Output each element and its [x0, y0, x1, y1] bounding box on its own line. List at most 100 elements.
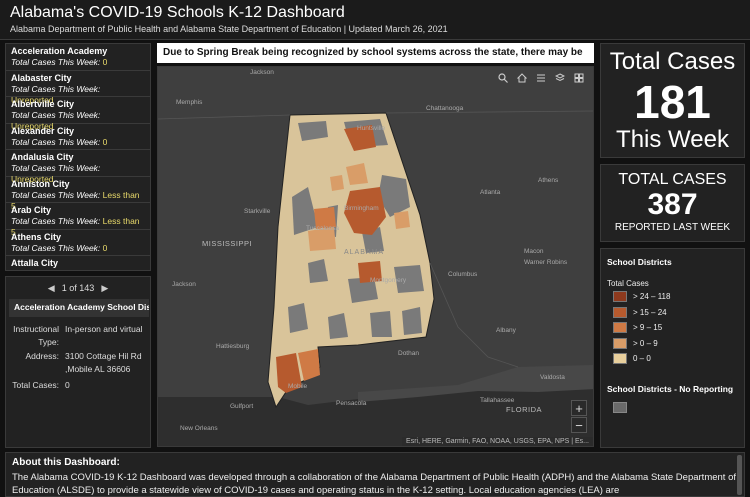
cases-value: 0	[102, 136, 108, 147]
no-report-title: School Districts - No Reporting	[607, 383, 734, 394]
district-name: Anniston City	[11, 178, 70, 189]
map-label-athens: Athens	[538, 177, 559, 184]
dashboard-title: Alabama's COVID-19 Schools K-12 Dashboar…	[10, 4, 345, 21]
map-label-albany: Albany	[496, 327, 516, 334]
district-name: Athens City	[11, 231, 62, 242]
legend-swatch	[613, 291, 627, 302]
dashboard-subtitle: Alabama Department of Public Health and …	[10, 24, 448, 34]
cases-value: Unreported	[11, 121, 54, 131]
list-item[interactable]: Arab City Total Cases This Week: Less th…	[6, 203, 150, 237]
map-view[interactable]: Jackson Memphis Chattanooga Huntsville A…	[157, 66, 594, 447]
legend-label: > 24 – 118	[633, 292, 671, 301]
cases-label: Total Cases This Week:	[11, 83, 101, 94]
cases-label: Total Cases This Week:	[11, 216, 101, 226]
instructional-value: In-person and virtual	[65, 324, 143, 334]
total-cases-label: Total Cases:	[12, 380, 59, 390]
pager-text: 1 of 143	[61, 283, 95, 293]
chevron-right-icon[interactable]: ▶︎	[101, 283, 109, 293]
district-name: Andalusia City	[11, 152, 74, 162]
map-label-dothan: Dothan	[398, 350, 419, 357]
zoom-in-button[interactable]: +	[571, 400, 587, 416]
map-label-hattiesburg: Hattiesburg	[216, 343, 250, 350]
about-panel: About this Dashboard: The Alabama COVID-…	[5, 452, 745, 497]
cases-label: Total Cases This Week:	[11, 242, 101, 253]
cases-label: Total Cases This Week:	[11, 163, 101, 173]
legend-item: > 15 – 24	[607, 305, 738, 319]
no-report-swatch	[613, 401, 627, 413]
district-list[interactable]: Acceleration Academy Total Cases This We…	[5, 43, 151, 271]
cases-label: Total Cases This Week:	[11, 57, 101, 67]
detail-title: Acceleration Academy School Dist...	[9, 299, 149, 317]
district-name: Acceleration Academy	[11, 46, 108, 56]
district-detail: ◀︎ 1 of 143 ▶︎ Acceleration Academy Scho…	[5, 276, 151, 448]
cases-value: Unreported	[11, 174, 54, 184]
about-scrollbar[interactable]	[737, 455, 742, 495]
list-item[interactable]: Alabaster City Total Cases This Week: Un…	[6, 71, 150, 105]
district-name: Alexander City	[11, 125, 75, 136]
map-attribution: Esri, HERE, Garmin, FAO, NOAA, USGS, EPA…	[402, 437, 593, 446]
legend-swatch	[613, 353, 627, 364]
map-label-mississippi: MISSISSIPPI	[202, 239, 253, 248]
chevron-left-icon[interactable]: ◀︎	[47, 283, 55, 293]
map-label-alabama: ALABAMA	[344, 249, 385, 256]
map-label-birmingham: Birmingham	[344, 205, 379, 212]
total-cases-value: 181	[634, 76, 711, 128]
pager: ◀︎ 1 of 143 ▶︎	[6, 283, 150, 294]
address-value: 3100 Cottage Hil Rd ,Mobile AL 36606	[65, 351, 142, 374]
address-row: Address: 3100 Cottage Hil Rd ,Mobile AL …	[9, 350, 151, 378]
map-label-valdosta: Valdosta	[540, 374, 565, 381]
address-label: Address:	[25, 351, 59, 361]
legend-subtitle: Total Cases	[607, 279, 649, 288]
map-label-starkville: Starkville	[244, 208, 271, 215]
map-banner: Due to Spring Break being recognized by …	[157, 43, 594, 63]
total-cases-label: Total Cases	[609, 48, 736, 75]
legend-item: > 9 – 15	[607, 321, 738, 335]
legend-label: 0 – 0	[633, 354, 651, 363]
map-label-tallahassee: Tallahassee	[480, 397, 515, 404]
list-item[interactable]: Albertville City Total Cases This Week: …	[6, 97, 150, 131]
legend-item: > 24 – 118	[607, 290, 738, 304]
legend-item: > 0 – 9	[607, 336, 738, 350]
list-item[interactable]: Attalla City	[6, 256, 150, 270]
total-cases-row: Total Cases: 0	[9, 379, 151, 393]
cases-value: Unreported	[11, 94, 54, 105]
cases-value: Less than 5	[11, 216, 140, 237]
district-name: Attalla City	[11, 258, 59, 268]
last-week-value: 387	[647, 188, 698, 221]
list-item[interactable]: Athens City Total Cases This Week: 0	[6, 230, 150, 256]
layers-icon[interactable]	[551, 73, 568, 89]
search-icon[interactable]	[494, 73, 511, 89]
legend-swatch	[613, 322, 627, 333]
list-item[interactable]: Alexander City Total Cases This Week: 0	[6, 124, 150, 150]
dashboard-header: Alabama's COVID-19 Schools K-12 Dashboar…	[0, 0, 750, 40]
map-label-jackson-ms: Jackson	[172, 281, 196, 288]
last-week-panel: TOTAL CASES 387 REPORTED LAST WEEK	[600, 164, 745, 242]
cases-value: 0	[102, 242, 108, 253]
zoom-out-button[interactable]: −	[571, 417, 587, 433]
map-label-warner-robins: Warner Robins	[524, 259, 568, 266]
basemap-icon[interactable]	[570, 73, 587, 89]
list-icon[interactable]	[532, 73, 549, 89]
map-label-atlanta: Atlanta	[480, 189, 501, 196]
map-canvas[interactable]	[158, 67, 594, 447]
map-label-columbus: Columbus	[448, 271, 478, 278]
legend-label: > 15 – 24	[633, 307, 667, 317]
legend-label: > 0 – 9	[633, 338, 658, 348]
list-item[interactable]: Anniston City Total Cases This Week: Les…	[6, 177, 150, 211]
legend-label: > 9 – 15	[633, 323, 663, 332]
list-item[interactable]: Andalusia City Total Cases This Week: Un…	[6, 150, 150, 184]
legend-item: 0 – 0	[607, 352, 738, 366]
map-label-macon: Macon	[524, 248, 544, 255]
florida-land	[358, 365, 593, 402]
map-legend: School Districts Total Cases > 24 – 118 …	[600, 248, 745, 448]
total-cases-value: 0	[65, 380, 70, 390]
about-body: The Alabama COVID-19 K-12 Dashboard was …	[12, 472, 736, 496]
legend-swatch	[613, 337, 627, 349]
gulf-water	[158, 387, 593, 446]
this-week-label: This Week	[616, 126, 729, 153]
last-week-sublabel: REPORTED LAST WEEK	[614, 222, 731, 233]
map-label-florida: FLORIDA	[506, 405, 543, 414]
list-item[interactable]: Acceleration Academy Total Cases This We…	[6, 44, 150, 71]
home-icon[interactable]	[513, 73, 530, 89]
map-toolbar	[494, 73, 587, 89]
